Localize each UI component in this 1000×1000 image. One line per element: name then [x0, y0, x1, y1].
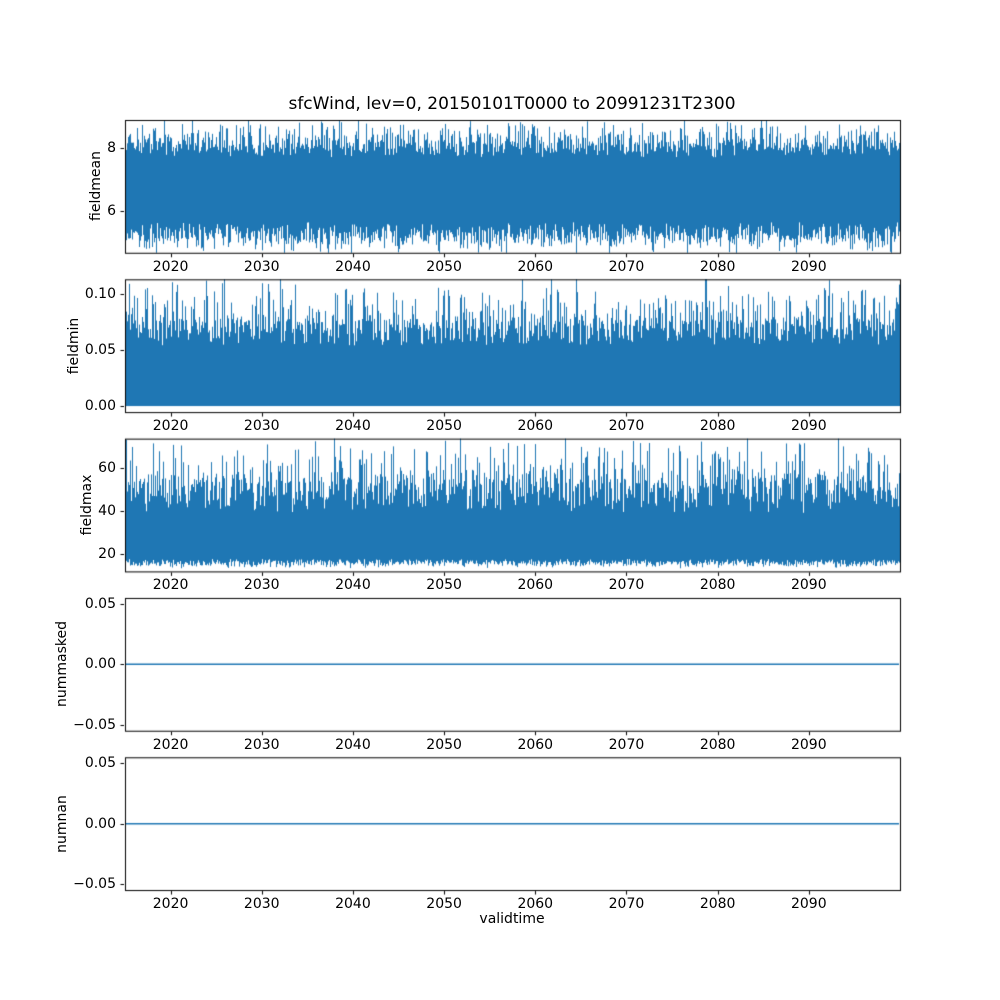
x-tick-label: 2040	[335, 736, 371, 753]
y-tick-label: −0.05	[73, 876, 116, 892]
y-tick-label: 6	[107, 203, 116, 220]
x-tick-label: 2080	[699, 896, 736, 913]
x-tick-label: 2090	[790, 577, 827, 594]
x-tick-label: 2070	[608, 736, 645, 753]
y-tick-label: 20	[98, 545, 116, 562]
x-tick-label: 2080	[699, 736, 736, 753]
y-tick-label: 0.10	[84, 286, 116, 303]
y-tick-label: 8	[107, 140, 116, 157]
x-tick-label: 2060	[517, 418, 554, 435]
x-tick-label: 2030	[243, 577, 280, 594]
x-tick-label: 2060	[517, 736, 554, 753]
y-tick-label: 40	[98, 502, 116, 519]
x-tick-label: 2080	[699, 577, 736, 594]
x-tick-label: 2090	[790, 896, 827, 913]
x-tick-label: 2050	[426, 258, 462, 275]
ylabel-fieldmean: fieldmean	[88, 151, 105, 222]
ylabel-fieldmin: fieldmin	[65, 317, 82, 375]
x-tick-label: 2050	[426, 896, 462, 913]
xlabel-validtime: validtime	[479, 911, 545, 927]
x-tick-label: 2080	[699, 418, 736, 435]
x-tick-label: 2020	[152, 418, 189, 435]
x-tick-label: 2080	[699, 258, 736, 275]
x-tick-label: 2090	[790, 258, 827, 275]
x-tick-label: 2040	[335, 418, 371, 435]
x-tick-label: 2090	[790, 418, 827, 435]
y-tick-label: 0.00	[84, 398, 116, 415]
y-tick-label: 0.05	[84, 595, 116, 612]
x-tick-label: 2060	[517, 577, 554, 594]
x-tick-label: 2030	[243, 736, 280, 753]
y-tick-label: 0.00	[84, 815, 116, 832]
x-tick-label: 2050	[426, 418, 462, 435]
x-tick-label: 2020	[152, 896, 189, 913]
x-tick-label: 2030	[243, 258, 280, 275]
x-tick-label: 2090	[790, 736, 827, 753]
x-tick-label: 2050	[426, 577, 462, 594]
x-tick-label: 2040	[335, 258, 371, 275]
y-tick-label: −0.05	[73, 716, 116, 733]
x-tick-label: 2040	[335, 577, 371, 594]
x-tick-label: 2060	[517, 258, 554, 275]
y-tick-label: 0.00	[84, 656, 116, 673]
x-tick-label: 2020	[152, 577, 189, 594]
x-tick-label: 2030	[243, 418, 280, 435]
ylabel-numnan: numnan	[54, 794, 71, 853]
x-tick-label: 2040	[335, 896, 371, 913]
x-tick-label: 2070	[608, 577, 645, 594]
x-tick-label: 2070	[608, 258, 645, 275]
x-tick-label: 2050	[426, 736, 462, 753]
ylabel-nummasked: nummasked	[54, 621, 71, 708]
x-tick-label: 2070	[608, 418, 645, 435]
y-tick-label: 60	[98, 460, 116, 477]
x-tick-label: 2060	[517, 896, 554, 913]
x-tick-label: 2020	[152, 736, 189, 753]
x-tick-label: 2070	[608, 896, 645, 913]
x-tick-label: 2020	[152, 258, 189, 275]
y-tick-label: 0.05	[84, 755, 116, 772]
x-tick-label: 2030	[243, 896, 280, 913]
y-tick-label: 0.05	[84, 342, 116, 359]
figure-title: sfcWind, lev=0, 20150101T0000 to 2099123…	[288, 94, 736, 114]
ylabel-fieldmax: fieldmax	[79, 474, 96, 536]
